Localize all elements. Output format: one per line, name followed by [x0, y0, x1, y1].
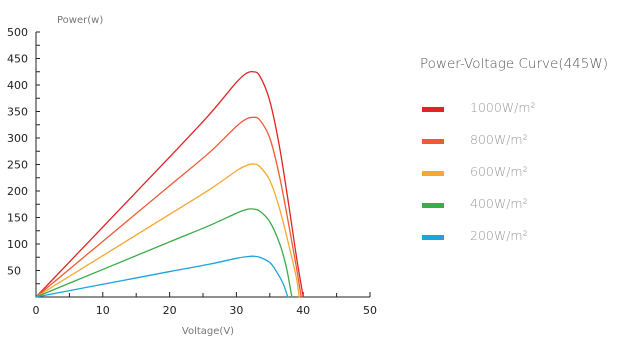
- legend-item-400: 400W/m²: [420, 196, 625, 228]
- y-tick-label: 350: [7, 106, 28, 119]
- series-layer: [35, 70, 304, 298]
- series-line-3: [35, 208, 293, 298]
- legend-label-200: 200W/m²: [470, 228, 528, 243]
- x-tick-label: 20: [163, 304, 177, 317]
- y-tick-label: 100: [7, 238, 28, 251]
- legend-swatch-200: [422, 235, 444, 240]
- x-axis-title: Voltage(V): [182, 326, 234, 337]
- legend: Power-Voltage Curve(445W) 1000W/m² 800W/…: [420, 56, 625, 260]
- legend-label-800: 800W/m²: [470, 132, 528, 147]
- legend-swatch-600: [422, 171, 444, 176]
- legend-label-1000: 1000W/m²: [470, 100, 536, 115]
- legend-swatch-800: [422, 139, 444, 144]
- axes: 0 10 20 30 40 50 50 100 150 200 250 300 350 400 450 500: [7, 26, 377, 317]
- x-tick-label: 50: [363, 304, 377, 317]
- y-tick-label: 200: [7, 185, 28, 198]
- legend-swatch-400: [422, 203, 444, 208]
- y-tick-label: 500: [7, 26, 28, 39]
- legend-item-800: 800W/m²: [420, 132, 625, 164]
- y-tick-label: 450: [7, 53, 28, 66]
- legend-item-200: 200W/m²: [420, 228, 625, 260]
- series-line-2: [35, 163, 300, 298]
- chart-title: Power-Voltage Curve(445W): [420, 56, 608, 72]
- legend-item-1000: 1000W/m²: [420, 100, 625, 132]
- x-tick-label: 0: [33, 304, 40, 317]
- legend-label-400: 400W/m²: [470, 196, 528, 211]
- series-line-0: [35, 70, 304, 298]
- legend-swatch-1000: [422, 107, 444, 112]
- series-line-1: [35, 116, 302, 298]
- x-tick-label: 30: [229, 304, 243, 317]
- y-tick-label: 400: [7, 79, 28, 92]
- series-line-4: [35, 255, 289, 298]
- y-tick-label: 250: [7, 159, 28, 172]
- y-axis-title: Power(w): [57, 15, 103, 26]
- legend-item-600: 600W/m²: [420, 164, 625, 196]
- legend-label-600: 600W/m²: [470, 164, 528, 179]
- x-tick-label: 10: [96, 304, 110, 317]
- y-tick-label: 150: [7, 212, 28, 225]
- y-tick-label: 300: [7, 132, 28, 145]
- y-tick-label: 50: [7, 265, 21, 278]
- x-tick-label: 40: [296, 304, 310, 317]
